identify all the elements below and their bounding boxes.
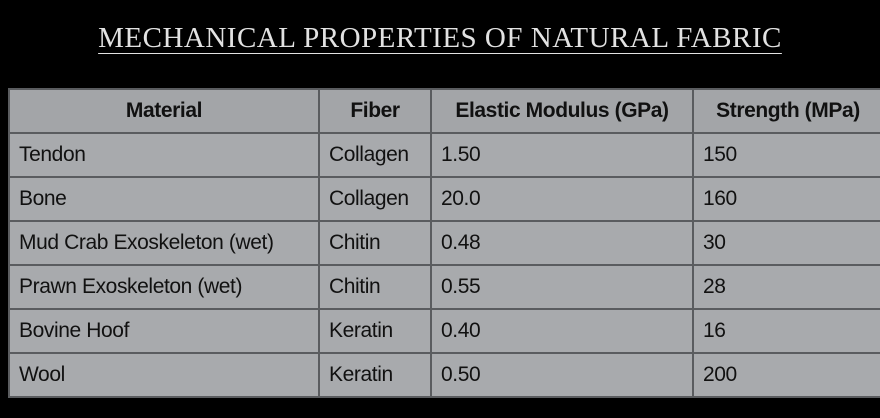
table-cell: Tendon [8, 132, 320, 178]
table-cell: 20.0 [430, 176, 694, 222]
table-cell: Mud Crab Exoskeleton (wet) [8, 220, 320, 266]
table-cell: 16 [692, 308, 880, 354]
table-cell: 28 [692, 264, 880, 310]
table-cell: Collagen [318, 132, 432, 178]
table-cell: 0.50 [430, 352, 694, 398]
table-cell: 150 [692, 132, 880, 178]
table-row: Bovine Hoof Keratin 0.40 16 [8, 308, 880, 354]
column-header: Strength (MPa) [692, 88, 880, 134]
table-cell: Bone [8, 176, 320, 222]
title: MECHANICAL PROPERTIES OF NATURAL FABRIC [98, 22, 782, 54]
table-cell: 1.50 [430, 132, 694, 178]
table-cell: 200 [692, 352, 880, 398]
table-cell: Chitin [318, 264, 432, 310]
table-row: Wool Keratin 0.50 200 [8, 352, 880, 398]
table-row: Prawn Exoskeleton (wet) Chitin 0.55 28 [8, 264, 880, 310]
column-header: Material [8, 88, 320, 134]
table-cell: Keratin [318, 352, 432, 398]
header-row: Material Fiber Elastic Modulus (GPa) Streng… [8, 88, 880, 134]
table-head: Material Fiber Elastic Modulus (GPa) Streng… [8, 88, 880, 134]
table-body: Tendon Collagen 1.50 150 Bone Collagen 20.0 160… [8, 132, 880, 398]
column-header: Elastic Modulus (GPa) [430, 88, 694, 134]
table-cell: 160 [692, 176, 880, 222]
table-row: Bone Collagen 20.0 160 [8, 176, 880, 222]
table-cell: Keratin [318, 308, 432, 354]
column-header: Fiber [318, 88, 432, 134]
table-cell: 0.40 [430, 308, 694, 354]
table-cell: Prawn Exoskeleton (wet) [8, 264, 320, 310]
table-cell: Chitin [318, 220, 432, 266]
table-cell: 0.48 [430, 220, 694, 266]
table-row: Tendon Collagen 1.50 150 [8, 132, 880, 178]
table-cell: 30 [692, 220, 880, 266]
properties-table: Material Fiber Elastic Modulus (GPa) Streng… [8, 88, 880, 398]
table-row: Mud Crab Exoskeleton (wet) Chitin 0.48 30 [8, 220, 880, 266]
table-cell: Wool [8, 352, 320, 398]
table-cell: 0.55 [430, 264, 694, 310]
table-cell: Collagen [318, 176, 432, 222]
table-cell: Bovine Hoof [8, 308, 320, 354]
